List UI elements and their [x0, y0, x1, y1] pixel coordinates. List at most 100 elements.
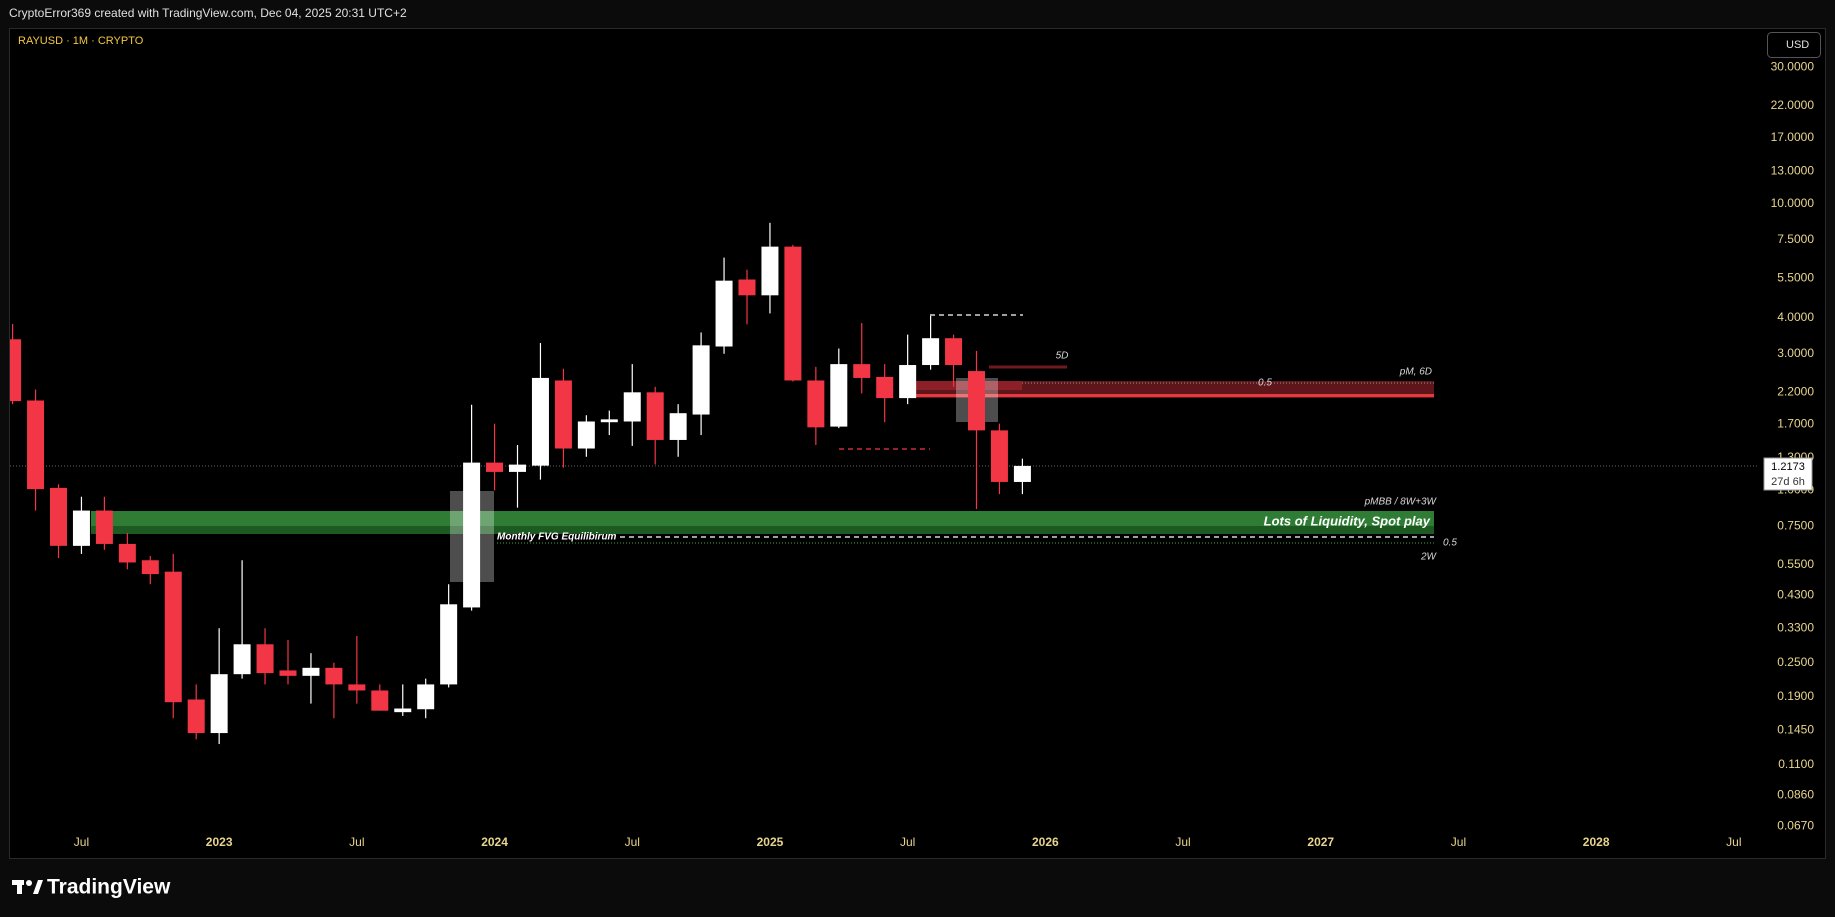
y-tick-label: 0.0860: [1777, 788, 1814, 802]
candle-body: [394, 708, 412, 713]
candle-body: [256, 644, 274, 674]
y-tick-label: 13.0000: [1771, 164, 1815, 178]
y-tick-label: 0.7500: [1777, 518, 1814, 532]
candle-body: [27, 400, 45, 490]
annotation: 0.5: [1443, 538, 1457, 549]
y-tick-label: 5.5000: [1777, 271, 1814, 285]
x-tick-label: 2025: [757, 835, 784, 849]
y-tick-label: 10.0000: [1771, 196, 1815, 210]
candle-body: [761, 246, 779, 296]
candle-body: [922, 338, 940, 366]
logo-shape: [17, 880, 22, 894]
x-tick-label: Jul: [1451, 835, 1466, 849]
candle-body: [302, 667, 320, 676]
y-tick-label: 22.0000: [1771, 98, 1815, 112]
header-text: CryptoError369 created with TradingView.…: [9, 6, 407, 20]
annotation: Lots of Liquidity, Spot play: [1264, 513, 1431, 528]
annotation: 5D: [1056, 351, 1069, 362]
y-tick-label: 0.1100: [1778, 757, 1814, 771]
candle-body: [899, 365, 917, 399]
candle-body: [1013, 465, 1031, 482]
x-tick-label: Jul: [900, 835, 915, 849]
y-tick-label: 17.0000: [1771, 130, 1815, 144]
candle-body: [990, 430, 1008, 482]
candle-body: [715, 280, 733, 347]
candle-body: [669, 413, 687, 440]
candle-body: [853, 364, 871, 378]
annotation: 0.5: [1258, 378, 1272, 389]
x-tick-label: Jul: [349, 835, 364, 849]
y-tick-label: 30.0000: [1771, 60, 1815, 74]
price-axis: 30.0000 22.0000 17.0000 13.0000 10.0000 7.500…: [1771, 60, 1815, 833]
candle-body: [371, 690, 389, 711]
plot-area: [10, 222, 1758, 745]
candle-body: [10, 339, 22, 402]
x-tick-label: Jul: [74, 835, 89, 849]
candle-body: [692, 345, 710, 415]
y-tick-label: 7.5000: [1777, 232, 1814, 246]
annotation: 2W: [1420, 552, 1438, 563]
candle-body: [95, 510, 113, 544]
y-tick-label: 0.1900: [1777, 689, 1814, 703]
x-tick-label: Jul: [1175, 835, 1190, 849]
last-price-box: [1763, 457, 1813, 491]
candle-body: [623, 392, 641, 422]
x-tick-label: Jul: [625, 835, 640, 849]
supply-zone: [916, 381, 1434, 398]
candle-body: [830, 364, 848, 427]
candle-body: [509, 464, 526, 472]
demand-zone-core: [91, 511, 1434, 526]
y-tick-label: 0.1450: [1777, 723, 1814, 737]
y-tick-label: 2.2000: [1777, 384, 1814, 398]
candle-body: [141, 560, 159, 575]
candle-body: [486, 462, 504, 472]
candle-body: [577, 421, 595, 449]
candle-body: [807, 380, 825, 428]
x-tick-label: 2027: [1307, 835, 1334, 849]
candles: [10, 222, 1031, 745]
y-tick-label: 0.0670: [1777, 819, 1814, 833]
y-tick-label: 4.0000: [1777, 310, 1814, 324]
annotation: pMBB / 8W+3W: [1364, 497, 1438, 508]
y-tick-label: 0.3300: [1777, 620, 1814, 634]
y-tick-label: 1.7000: [1777, 417, 1814, 431]
candle-body: [463, 462, 481, 608]
countdown: 27d 6h: [1771, 476, 1805, 488]
currency-button[interactable]: [1767, 32, 1821, 58]
x-tick-label: Jul: [1726, 835, 1741, 849]
footer-brand: TradingView: [47, 876, 171, 899]
candle-body: [325, 667, 343, 685]
candle-body: [784, 246, 802, 381]
candle-body: [531, 377, 549, 466]
candle-body: [945, 338, 963, 366]
logo: TradingView: [12, 876, 171, 899]
candle-body: [118, 543, 136, 563]
candle-body: [876, 376, 894, 399]
candle-body: [600, 419, 618, 423]
supply-zone-line: [916, 394, 1434, 397]
currency-label[interactable]: USD: [1786, 39, 1809, 51]
candle-body: [210, 674, 228, 734]
candle-body: [72, 510, 90, 546]
annotation: pM, 6D: [1399, 367, 1432, 378]
x-tick-label: 2028: [1583, 835, 1610, 849]
time-axis: Jul 2023 Jul 2024 Jul 2025 Jul 2026 Jul 2027 Jul 20…: [74, 835, 1742, 849]
y-tick-label: 3.0000: [1777, 346, 1814, 360]
chart-title: RAYUSD · 1M · CRYPTO: [18, 35, 144, 47]
candle-body: [348, 684, 366, 691]
candle-body: [279, 670, 297, 676]
candle-body: [164, 571, 182, 703]
y-tick-label: 0.5500: [1777, 557, 1814, 571]
y-tick-label: 0.4300: [1777, 587, 1814, 601]
y-tick-label: 0.2500: [1777, 655, 1814, 669]
candle-body: [417, 684, 435, 710]
chart-frame: [9, 28, 1826, 859]
x-tick-label: 2026: [1032, 835, 1059, 849]
annotation: Monthly FVG Equilibirum: [497, 532, 617, 543]
last-price: 1.2173: [1771, 461, 1805, 473]
candle-body: [50, 487, 67, 546]
candle-body: [554, 380, 572, 449]
candle-body: [187, 699, 205, 734]
x-tick-label: 2024: [481, 835, 508, 849]
